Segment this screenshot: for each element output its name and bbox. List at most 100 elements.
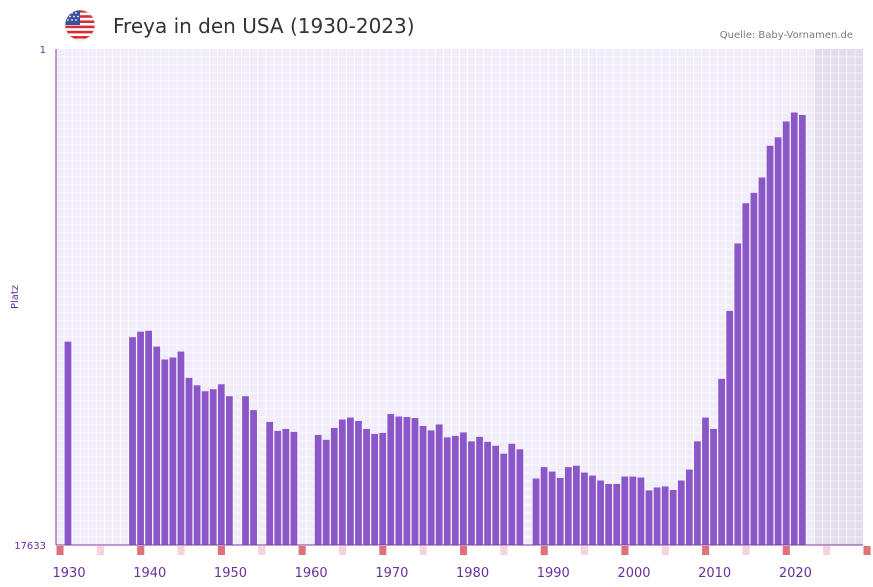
bar-1956 xyxy=(274,430,282,545)
bar-1946 xyxy=(193,385,201,545)
bar-2002 xyxy=(645,490,653,545)
bar-1963 xyxy=(330,427,338,545)
year-marker-1974 xyxy=(419,546,427,555)
bar-1939 xyxy=(137,331,144,545)
bar-1975 xyxy=(427,430,435,545)
bar-2007 xyxy=(685,469,693,545)
grid-lines xyxy=(56,49,863,545)
bar-1988 xyxy=(532,478,540,545)
year-marker-1999 xyxy=(621,546,629,555)
year-marker-1939 xyxy=(137,546,145,555)
bar-2004 xyxy=(661,486,669,545)
bar-1982 xyxy=(484,441,491,545)
bar-2010 xyxy=(710,428,717,545)
x-tick-label-1960: 1960 xyxy=(295,566,328,581)
year-marker-2004 xyxy=(661,546,669,555)
bar-1991 xyxy=(556,478,564,545)
year-marker-1994 xyxy=(581,546,589,555)
bar-1947 xyxy=(201,391,209,545)
year-marker-1964 xyxy=(338,546,347,555)
bar-1938 xyxy=(129,337,136,545)
bar-1979 xyxy=(460,432,467,545)
year-marker-1984 xyxy=(500,546,508,555)
year-marker-2019 xyxy=(782,546,790,555)
x-tick-label-1980: 1980 xyxy=(456,566,489,581)
x-tick-label-2020: 2020 xyxy=(779,566,812,581)
bar-1944 xyxy=(177,351,185,545)
x-tick-label-1950: 1950 xyxy=(214,566,247,581)
bar-1993 xyxy=(572,465,580,545)
bar-1994 xyxy=(581,472,588,545)
year-markers xyxy=(56,546,871,555)
bar-1984 xyxy=(500,453,508,545)
year-marker-2009 xyxy=(702,546,710,555)
bar-1950 xyxy=(225,396,233,545)
bar-2015 xyxy=(750,192,758,545)
bar-2021 xyxy=(798,114,806,545)
x-tick-labels: 1930 1940 1950 1960 1970 1980 1990 2000 2010 2020 xyxy=(53,566,812,581)
chart-title: Freya in den USA (1930-2023) xyxy=(113,14,415,38)
us-flag-icon xyxy=(64,9,96,41)
bar-2018 xyxy=(774,137,782,545)
year-marker-1969 xyxy=(379,546,387,555)
bar-1986 xyxy=(516,449,524,545)
year-marker-1934 xyxy=(96,546,104,555)
bar-2019 xyxy=(782,121,790,545)
x-tick-label-2000: 2000 xyxy=(617,566,650,581)
bar-2005 xyxy=(669,489,677,545)
year-marker-1954 xyxy=(258,546,266,555)
bar-1983 xyxy=(492,445,500,545)
bar-2020 xyxy=(790,112,798,545)
bar-2013 xyxy=(734,243,742,545)
bar-1953 xyxy=(250,410,257,545)
bar-2008 xyxy=(694,441,701,545)
bar-1998 xyxy=(613,483,621,545)
bar-2001 xyxy=(637,477,645,545)
bar-2016 xyxy=(758,177,766,546)
bar-2003 xyxy=(653,487,661,545)
bar-1964 xyxy=(338,419,346,545)
bar-1940 xyxy=(145,330,153,545)
bar-1992 xyxy=(564,467,572,545)
year-marker-2014 xyxy=(742,546,750,555)
bar-1945 xyxy=(185,377,193,545)
bar-1989 xyxy=(540,467,548,545)
bar-1985 xyxy=(508,443,516,545)
bar-1996 xyxy=(597,480,604,545)
bar-1942 xyxy=(161,359,169,545)
bar-1941 xyxy=(153,346,161,545)
year-marker-2024 xyxy=(823,546,831,555)
bar-1999 xyxy=(621,476,629,545)
bar-2009 xyxy=(702,417,709,545)
bar-1966 xyxy=(355,421,362,545)
bar-1997 xyxy=(605,483,613,545)
bar-1962 xyxy=(322,439,330,545)
bar-2017 xyxy=(766,145,774,545)
y-tick-label-bottom: 17633 xyxy=(14,541,46,552)
bar-2006 xyxy=(677,480,685,545)
bar-1955 xyxy=(266,421,274,545)
bar-1965 xyxy=(347,417,354,545)
bar-1949 xyxy=(217,384,225,545)
bar-1958 xyxy=(290,431,298,545)
bar-2012 xyxy=(726,310,734,545)
bar-1990 xyxy=(548,471,556,545)
bar-1969 xyxy=(379,432,387,545)
x-tick-label-1970: 1970 xyxy=(375,566,408,581)
year-marker-2029 xyxy=(863,546,871,555)
bar-1961 xyxy=(314,434,322,545)
year-marker-1944 xyxy=(177,546,185,555)
bar-1967 xyxy=(363,428,370,545)
bar-1995 xyxy=(589,475,596,545)
bar-1952 xyxy=(242,396,249,545)
y-axis-label: Platz xyxy=(10,285,21,309)
x-tick-label-1930: 1930 xyxy=(53,566,86,581)
bar-1981 xyxy=(476,436,483,545)
bar-series xyxy=(64,112,806,546)
year-marker-1959 xyxy=(298,546,306,555)
year-marker-1989 xyxy=(540,546,548,555)
bar-1968 xyxy=(371,433,378,545)
year-marker-1929 xyxy=(56,546,64,555)
x-tick-label-2010: 2010 xyxy=(698,566,731,581)
x-tick-label-1990: 1990 xyxy=(537,566,570,581)
